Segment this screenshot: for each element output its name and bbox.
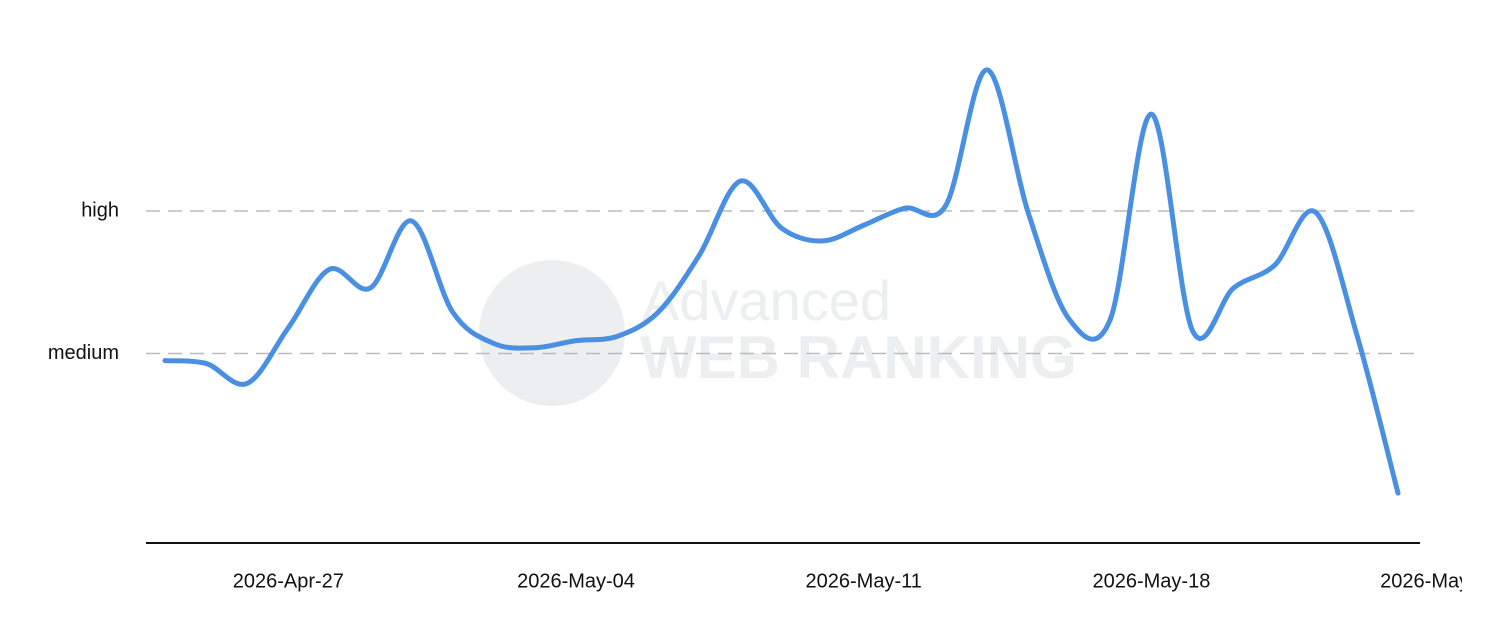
x-tick-label: 2026-May-11 [806, 570, 922, 592]
line [162, 67, 1401, 496]
x-tick-label: 2026-May-25 [1380, 570, 1498, 592]
x-tick-label: 2026-May-04 [517, 570, 635, 592]
watermark-text: WEB RANKING [640, 324, 1077, 391]
grid: medium high [48, 199, 1420, 364]
watermark-globe [479, 260, 625, 406]
y-tick-label: high [81, 199, 119, 221]
watermark-text: Advanced [642, 269, 891, 332]
watermark: Advanced WEB RANKING [479, 260, 1077, 406]
y-tick-label: medium [48, 342, 119, 364]
plot [162, 67, 1401, 496]
x-tick-label: 2026-May-18 [1092, 570, 1210, 592]
x-labels: 2026-Apr-27 2026-May-04 2026-May-11 2026-Ma… [233, 570, 1498, 592]
x-tick-label: 2026-Apr-27 [233, 570, 344, 592]
